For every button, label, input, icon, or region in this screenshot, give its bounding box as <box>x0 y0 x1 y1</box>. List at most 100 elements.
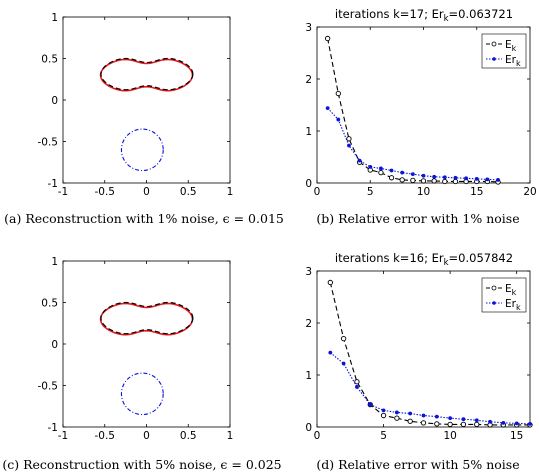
title-b-tail: =0.063721 <box>449 7 514 21</box>
title-d-tail: =0.057842 <box>449 251 514 265</box>
a-reconstructed-shape <box>100 57 194 91</box>
d-series-1-point-13 <box>501 420 506 425</box>
legend-box-b <box>481 33 527 69</box>
b-series-1-point-13 <box>464 176 468 181</box>
b-xtick-label-4: 20 <box>523 186 536 198</box>
c-ytick-label-4: -1 <box>48 422 58 434</box>
caption-d: (d) Relative error with 5% noise <box>316 457 519 472</box>
chart-title-b: iterations k=17; Erk=0.063721 <box>335 7 513 24</box>
d-xtick-label-2: 10 <box>443 430 456 442</box>
b-xtick-label-0: 0 <box>314 186 321 198</box>
b-series-0-point-12 <box>452 178 459 185</box>
b-series-1-point-0 <box>325 106 330 111</box>
legend-d: Ek Erk <box>481 277 527 313</box>
legend-b-label-0: Ek <box>505 39 517 53</box>
caption-c: (c) Reconstruction with 5% noise, ϵ = 0.… <box>2 457 281 472</box>
d-series-1-point-14 <box>514 421 519 426</box>
legend-b-label-1: Erk <box>505 54 521 68</box>
b-series-0-point-10 <box>431 178 437 184</box>
b-ytick-label-2: 1 <box>305 126 312 138</box>
d-series-0-point-2 <box>354 379 360 385</box>
c-xtick-label-2: 0 <box>143 430 150 442</box>
legend-d-label-0: Ek <box>505 283 517 297</box>
a-ytick-label-4: -1 <box>48 178 58 190</box>
panel-d: iterations k=16; Erk=0.057842 0 5 10 153210… <box>305 251 533 472</box>
b-series-0-point-11 <box>442 178 448 185</box>
d-series-1-point-15 <box>528 421 532 426</box>
b-series-0-point-6 <box>388 175 395 181</box>
d-series-0-point-11 <box>474 421 480 428</box>
d-series-0-point-8 <box>434 421 440 427</box>
d-ytick-label-0: 3 <box>305 266 312 278</box>
d-series-1-point-9 <box>448 416 453 421</box>
title-d-sub: k <box>444 258 449 268</box>
b-series-1-point-15 <box>485 177 490 182</box>
a-xtick-label-3: 0.5 <box>180 186 197 198</box>
d-series-1-line <box>329 352 531 425</box>
d-series-1-point-8 <box>434 414 439 419</box>
d-series-1-point-7 <box>421 413 426 418</box>
plot-area-a <box>62 16 231 184</box>
b-series-0-point-2 <box>346 136 352 142</box>
b-series-1-point-1 <box>336 117 341 122</box>
b-series-0-point-5 <box>378 169 384 176</box>
b-series-1-point-9 <box>421 173 426 178</box>
d-series-0-point-10 <box>460 421 467 428</box>
d-series-1-point-4 <box>381 408 386 413</box>
d-series-0-point-5 <box>394 415 400 421</box>
title-b-main: iterations k=17; Er <box>335 7 444 21</box>
b-ytick-label-3: 0 <box>305 178 312 190</box>
b-series-0-point-8 <box>410 177 416 184</box>
d-series-1-point-10 <box>461 417 466 422</box>
d-series-1-point-0 <box>328 350 333 355</box>
legend-b-marker-1 <box>492 57 496 61</box>
b-series-0-point-0 <box>324 35 331 42</box>
d-ytick-label-1: 2 <box>305 318 312 330</box>
c-xtick-label-3: 0.5 <box>180 430 197 442</box>
b-series-1-point-7 <box>400 170 405 175</box>
a-initial-guess-circle <box>120 128 164 172</box>
b-series-1-point-12 <box>453 175 458 180</box>
b-series-1-point-4 <box>368 164 373 169</box>
c-xtick-label-4: 1 <box>227 430 234 442</box>
d-series-1-point-2 <box>355 385 359 389</box>
a-xtick-label-0: -1 <box>58 186 68 198</box>
b-ytick-label-1: 2 <box>305 74 312 86</box>
d-ytick-label-2: 1 <box>305 370 312 382</box>
c-ytick-label-0: 1 <box>51 256 58 268</box>
legend-d-marker-0 <box>491 285 497 291</box>
b-xtick-label-1: 5 <box>367 186 374 198</box>
b-xtick-label-3: 15 <box>470 186 483 198</box>
d-series-0-line <box>329 282 530 426</box>
legend-b: Ek Erk <box>481 33 527 69</box>
d-xtick-label-3: 15 <box>510 430 523 442</box>
b-ytick-label-0: 3 <box>305 22 312 34</box>
a-xtick-label-1: -0.5 <box>95 186 116 198</box>
a-ytick-label-1: 0.5 <box>41 54 58 66</box>
b-series-1-point-2 <box>347 143 351 148</box>
chart-title-d: iterations k=16; Erk=0.057842 <box>335 251 513 268</box>
c-reconstructed-shape <box>100 301 194 335</box>
c-xtick-label-1: -0.5 <box>95 430 116 442</box>
d-series-0-point-1 <box>340 335 347 342</box>
d-series-1-point-11 <box>474 418 479 423</box>
d-series-1-point-3 <box>368 402 373 407</box>
legend-box-d <box>481 277 527 313</box>
d-series-0-point-7 <box>420 420 427 426</box>
chart-c-marks: -1 -0.5 0 0.5 1 1 0.5 0 -0.5 -1 <box>38 256 234 442</box>
b-series-1-point-14 <box>474 176 479 181</box>
b-series-0-point-1 <box>335 90 341 97</box>
legend-b-marker-0 <box>491 41 497 47</box>
c-ytick-label-2: 0 <box>51 339 58 351</box>
b-series-1-point-5 <box>379 166 383 171</box>
legend-d-marker-1 <box>492 301 496 305</box>
d-series-0-point-9 <box>447 421 453 428</box>
a-ytick-label-3: -0.5 <box>38 137 59 149</box>
b-series-1-point-8 <box>410 172 415 177</box>
d-series-1-point-12 <box>488 419 492 424</box>
b-series-1-point-10 <box>432 174 437 179</box>
b-xtick-label-2: 10 <box>417 186 430 198</box>
